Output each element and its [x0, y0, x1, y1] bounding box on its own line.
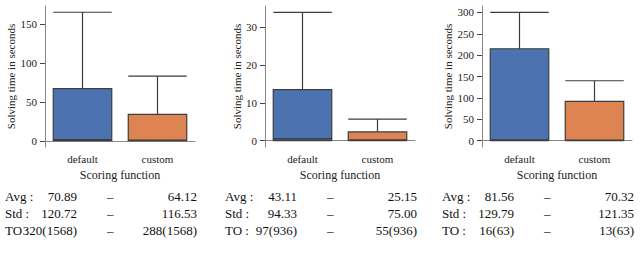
- html-text:116.53: 116.53: [161, 206, 197, 221]
- html-text:64.12: 64.12: [167, 189, 197, 204]
- svg-text:250: 250: [458, 28, 475, 40]
- html-text:Avg :: Avg :: [225, 189, 254, 204]
- html-text:TO :: TO :: [225, 223, 249, 238]
- svg-text:50: 50: [463, 113, 475, 125]
- html-text:70.32: 70.32: [604, 189, 634, 204]
- html-text:129.79: 129.79: [478, 206, 514, 221]
- html-text:Avg :: Avg :: [442, 189, 471, 204]
- svg-text:Solving time in seconds: Solving time in seconds: [442, 24, 454, 129]
- html-text:121.35: 121.35: [598, 206, 634, 221]
- svg-text:Solving time in seconds: Solving time in seconds: [5, 24, 17, 129]
- svg-text:default: default: [504, 153, 535, 165]
- html-text:Std :: Std :: [225, 206, 250, 221]
- svg-text:Scoring function: Scoring function: [300, 168, 380, 182]
- html-text:81.56: 81.56: [484, 189, 514, 204]
- svg-text:default: default: [67, 153, 98, 165]
- html-text:97(936): 97(936): [255, 223, 297, 238]
- html-text:94.33: 94.33: [267, 206, 297, 221]
- svg-text:custom: custom: [579, 153, 611, 165]
- svg-text:custom: custom: [142, 153, 174, 165]
- svg-text:50: 50: [26, 96, 38, 108]
- svg-text:default: default: [287, 153, 318, 165]
- svg-text:20: 20: [246, 59, 258, 71]
- html-text:16(63): 16(63): [479, 223, 514, 238]
- html-text:TO :: TO :: [442, 223, 466, 238]
- svg-text:0: 0: [32, 135, 38, 147]
- html-text:288(1568): 288(1568): [142, 223, 197, 238]
- svg-text:150: 150: [458, 71, 475, 83]
- html-text:55(936): 55(936): [375, 223, 417, 238]
- html-text:70.89: 70.89: [47, 189, 77, 204]
- svg-text:30: 30: [246, 21, 258, 33]
- html-text:Avg :: Avg :: [5, 189, 34, 204]
- html-text:75.00: 75.00: [387, 206, 417, 221]
- svg-text:custom: custom: [362, 153, 394, 165]
- svg-text:10: 10: [246, 97, 258, 109]
- svg-text:100: 100: [21, 57, 38, 69]
- svg-text:0: 0: [469, 135, 475, 147]
- html-text:Std :: Std :: [442, 206, 467, 221]
- html-text:Std :: Std :: [5, 206, 30, 221]
- svg-text:300: 300: [458, 6, 475, 18]
- html-text:320(1568): 320(1568): [22, 223, 77, 238]
- svg-text:200: 200: [458, 49, 475, 61]
- svg-text:0: 0: [252, 135, 258, 147]
- html-text:13(63): 13(63): [599, 223, 634, 238]
- html-text:43.11: 43.11: [268, 189, 297, 204]
- svg-text:150: 150: [21, 18, 38, 30]
- html-text:25.15: 25.15: [387, 189, 417, 204]
- svg-text:Scoring function: Scoring function: [517, 168, 597, 182]
- html-text:120.72: 120.72: [41, 206, 77, 221]
- svg-text:100: 100: [458, 92, 475, 104]
- svg-text:Solving time in seconds: Solving time in seconds: [231, 24, 243, 129]
- svg-text:Scoring function: Scoring function: [80, 168, 160, 182]
- html-text:TO :: TO :: [5, 223, 29, 238]
